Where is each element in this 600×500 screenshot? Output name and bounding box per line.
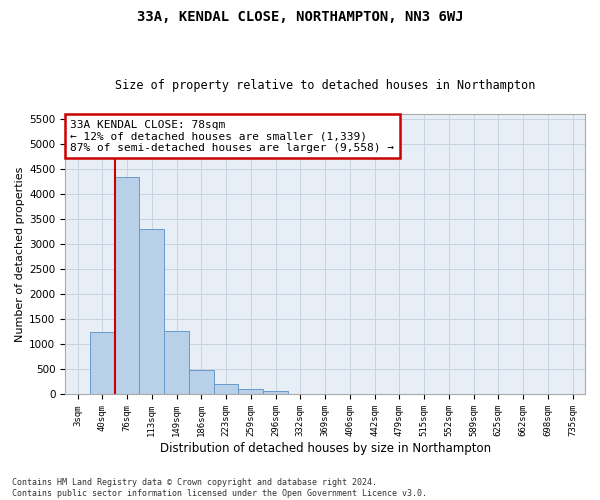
Y-axis label: Number of detached properties: Number of detached properties [15, 166, 25, 342]
Bar [139, 229, 164, 394]
Bar [115, 176, 139, 394]
Bar [263, 390, 288, 394]
Text: Contains HM Land Registry data © Crown copyright and database right 2024.
Contai: Contains HM Land Registry data © Crown c… [12, 478, 427, 498]
Bar [164, 331, 189, 394]
Bar [238, 390, 263, 394]
Title: Size of property relative to detached houses in Northampton: Size of property relative to detached ho… [115, 79, 535, 92]
Text: 33A KENDAL CLOSE: 78sqm
← 12% of detached houses are smaller (1,339)
87% of semi: 33A KENDAL CLOSE: 78sqm ← 12% of detache… [70, 120, 394, 153]
Bar [189, 370, 214, 394]
Text: 33A, KENDAL CLOSE, NORTHAMPTON, NN3 6WJ: 33A, KENDAL CLOSE, NORTHAMPTON, NN3 6WJ [137, 10, 463, 24]
Bar [214, 384, 238, 394]
Bar [90, 332, 115, 394]
X-axis label: Distribution of detached houses by size in Northampton: Distribution of detached houses by size … [160, 442, 491, 455]
